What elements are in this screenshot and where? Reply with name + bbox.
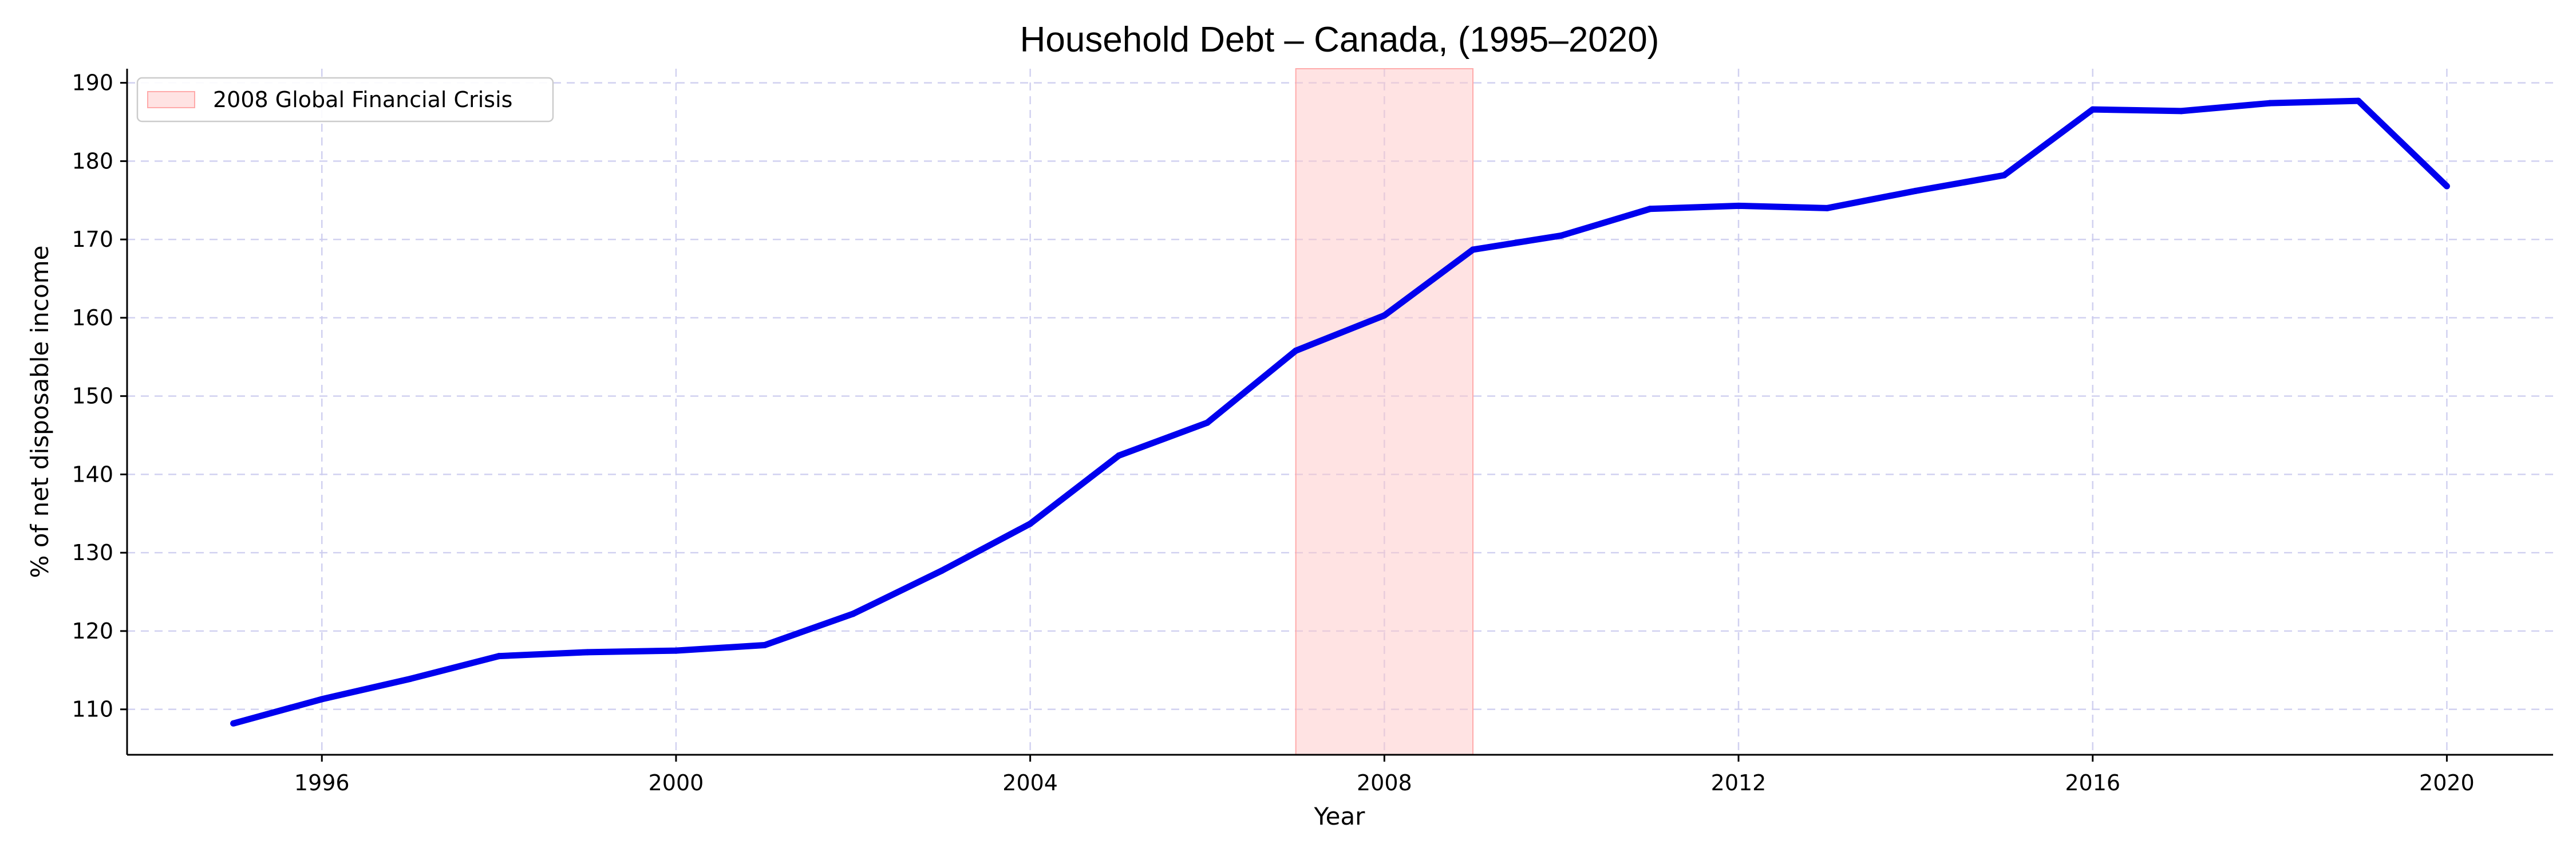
legend: 2008 Global Financial Crisis — [136, 77, 554, 123]
data-point — [1293, 347, 1299, 354]
legend-swatch — [147, 91, 195, 108]
data-point — [230, 720, 237, 727]
y-tick-label: 140 — [72, 462, 113, 487]
y-tick-label: 120 — [72, 618, 113, 644]
x-tick-label: 2000 — [649, 770, 704, 795]
x-axis-label: Year — [1314, 802, 1366, 830]
data-point — [318, 696, 325, 703]
data-point — [761, 642, 768, 649]
data-point — [2266, 100, 2273, 107]
data-point — [2355, 97, 2362, 104]
data-point — [496, 653, 503, 660]
x-tick-label: 2012 — [1711, 770, 1767, 795]
crisis-shaded-region — [1295, 68, 1474, 755]
data-point — [1027, 521, 1034, 527]
y-tick-label: 160 — [72, 305, 113, 330]
axes — [126, 69, 2553, 756]
data-point — [938, 568, 945, 574]
y-tick-label: 150 — [72, 384, 113, 409]
legend-label: 2008 Global Financial Crisis — [213, 87, 512, 112]
series-layer — [230, 97, 2450, 727]
chart-title: Household Debt – Canada, (1995–2020) — [1020, 20, 1660, 60]
data-point — [850, 610, 856, 617]
series-line — [232, 97, 2449, 727]
legend-box — [136, 77, 554, 123]
data-point — [2089, 106, 2096, 113]
data-point — [1469, 246, 1476, 253]
y-tick-label: 180 — [72, 148, 113, 174]
data-point — [1824, 204, 1831, 211]
crisis-region — [1295, 68, 1474, 755]
x-tick-label: 2020 — [2419, 770, 2475, 795]
data-point — [407, 675, 414, 682]
data-point — [1558, 232, 1565, 239]
data-point — [1381, 312, 1388, 319]
data-point — [1735, 202, 1742, 209]
data-point — [1646, 206, 1653, 212]
x-tick-label: 2008 — [1357, 770, 1412, 795]
data-point — [2178, 108, 2184, 115]
y-tick-label: 170 — [72, 227, 113, 252]
x-tick-label: 1996 — [294, 770, 350, 795]
data-point — [1115, 452, 1122, 459]
y-tick-label: 110 — [72, 697, 113, 722]
y-tick-label: 130 — [72, 540, 113, 565]
data-point — [1204, 419, 1211, 426]
y-axis-label: % of net disposable income — [26, 246, 54, 578]
data-point — [1912, 187, 1919, 194]
data-point — [2001, 172, 2008, 179]
y-tick-label: 190 — [72, 70, 113, 96]
ticks: 1996 2000 2004 2008 2012 2016 2020 110 120 130 140… — [72, 70, 2474, 795]
x-tick-label: 2016 — [2065, 770, 2120, 795]
data-point — [584, 649, 591, 656]
x-tick-label: 2004 — [1002, 770, 1058, 795]
data-point — [2443, 183, 2450, 190]
data-point — [673, 647, 679, 654]
